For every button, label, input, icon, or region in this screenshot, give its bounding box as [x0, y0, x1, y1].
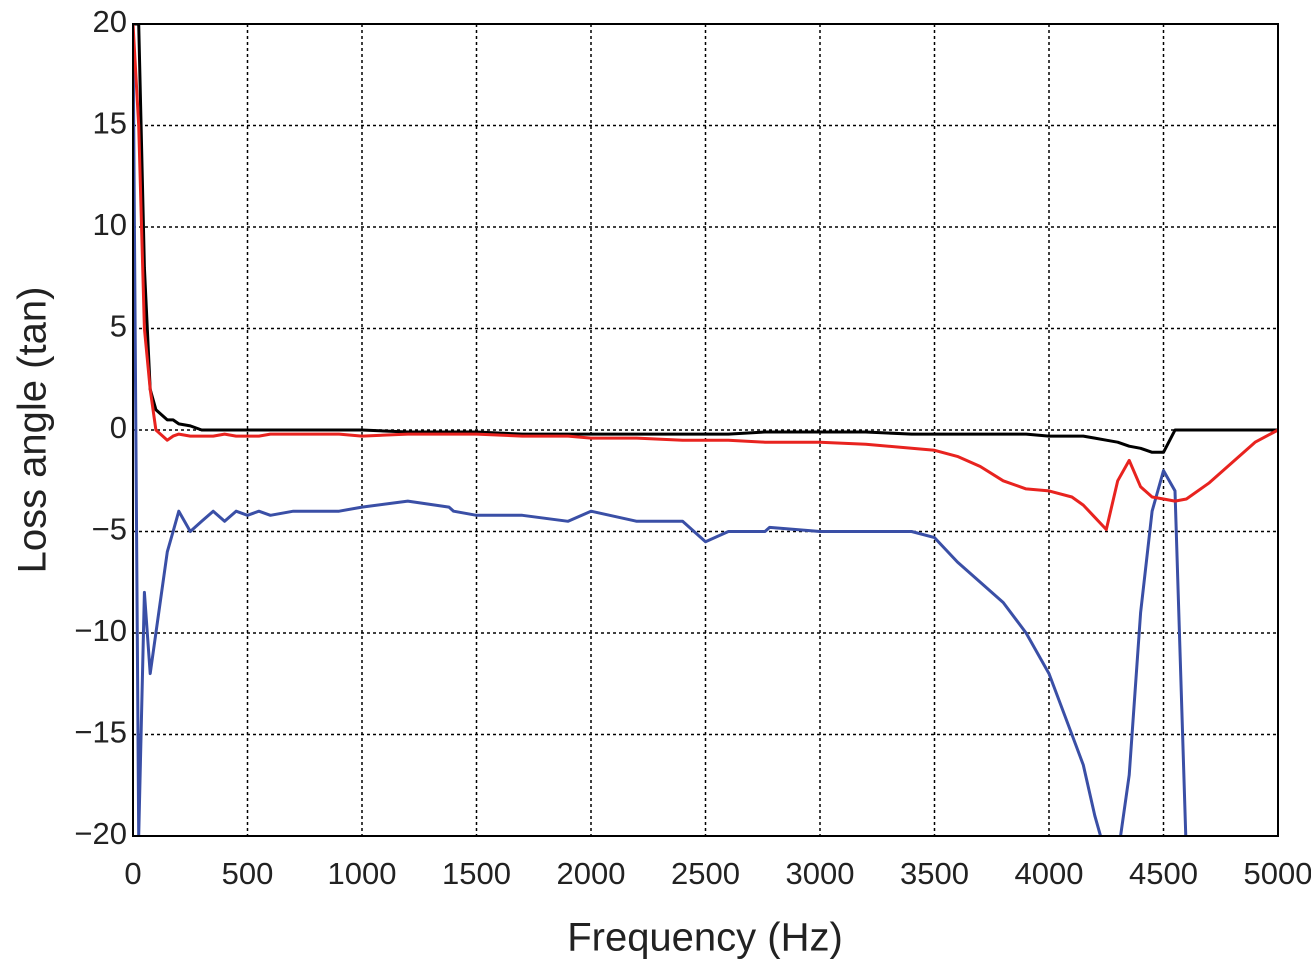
- series-line: [133, 24, 1278, 836]
- tick-labels: 20 15 10 5 0 −5 −10 −15 −20 0 500 1000 1500 2000 2500 3…: [74, 4, 1311, 891]
- x-tick-label: 4500: [1129, 856, 1198, 891]
- y-axis-title: Loss angle (tan): [11, 287, 55, 574]
- x-tick-label: 0: [124, 856, 141, 891]
- y-tick-label: 15: [93, 106, 127, 141]
- plot-lines: [133, 24, 1278, 836]
- y-tick-label: 5: [110, 309, 127, 344]
- x-tick-label: 2000: [557, 856, 626, 891]
- y-tick-label: 0: [110, 410, 127, 445]
- series-line: [133, 24, 1278, 454]
- x-tick-label: 500: [222, 856, 274, 891]
- y-tick-label: −20: [74, 816, 127, 851]
- x-tick-label: 2500: [671, 856, 740, 891]
- y-tick-label: 20: [93, 4, 127, 39]
- series-line: [133, 24, 1278, 531]
- x-tick-label: 4000: [1015, 856, 1084, 891]
- x-axis-title: Frequency (Hz): [567, 916, 843, 960]
- x-tick-label: 1000: [328, 856, 397, 891]
- x-tick-label: 1500: [442, 856, 511, 891]
- plot-frame: [132, 23, 1279, 837]
- y-tick-label: −10: [74, 613, 127, 648]
- y-tick-label: −5: [92, 512, 127, 547]
- y-tick-label: 10: [93, 207, 127, 242]
- x-tick-label: 3000: [786, 856, 855, 891]
- x-tick-label: 3500: [900, 856, 969, 891]
- y-tick-label: −15: [74, 715, 127, 750]
- x-tick-label: 5000: [1244, 856, 1311, 891]
